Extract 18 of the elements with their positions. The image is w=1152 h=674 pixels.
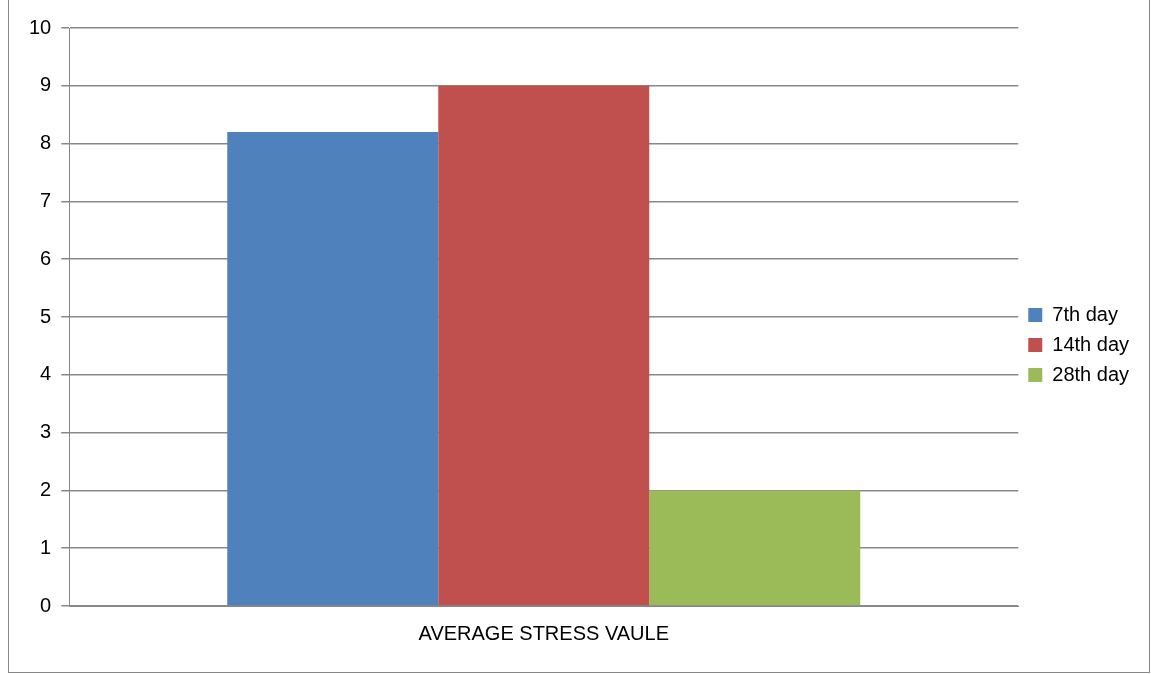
y-tick-label: 8 <box>40 131 52 154</box>
y-tick-label: 9 <box>40 73 52 96</box>
y-tick-label: 6 <box>40 246 52 269</box>
y-tick-label: 10 <box>29 15 52 38</box>
y-tick-label: 4 <box>40 362 52 385</box>
legend-label: 7th day <box>1052 302 1118 325</box>
y-tick-label: 5 <box>40 304 52 327</box>
bar <box>649 490 861 606</box>
y-tick-label: 0 <box>40 593 52 616</box>
y-tick-label: 7 <box>40 188 52 211</box>
x-tick-label: AVERAGE STRESS VAULE <box>418 621 669 644</box>
bar <box>227 132 439 606</box>
y-tick-label: 2 <box>40 477 52 500</box>
y-tick-label: 3 <box>40 420 52 443</box>
y-tick-label: 1 <box>40 535 52 558</box>
bar <box>438 85 650 606</box>
legend-label: 14th day <box>1052 332 1130 355</box>
legend-label: 28th day <box>1052 362 1130 385</box>
